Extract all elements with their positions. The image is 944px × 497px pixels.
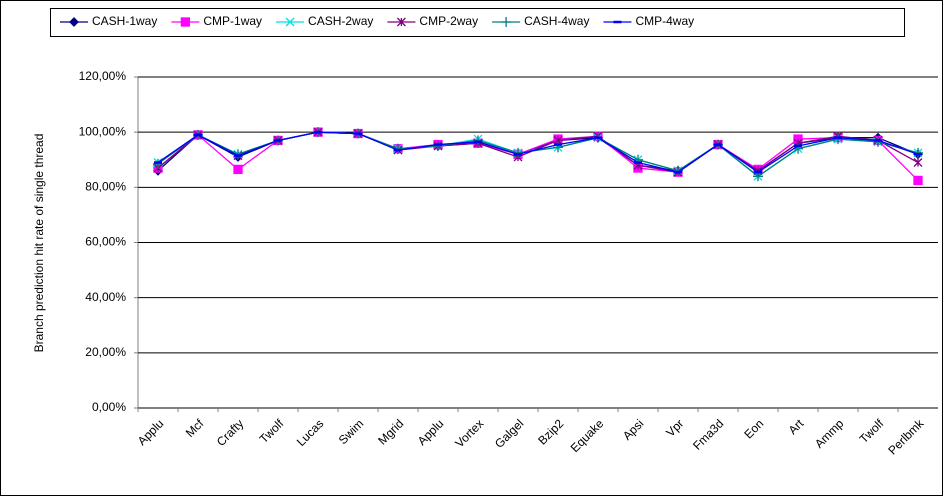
marker [180, 17, 191, 27]
marker [153, 158, 163, 169]
legend-label: CMP-1way [203, 14, 262, 28]
legend-label: CASH-2way [308, 14, 373, 28]
marker [285, 17, 295, 27]
legend: CASH-1way CMP-1way CASH-2way CMP-2way CASH-4… [50, 8, 905, 37]
marker [913, 158, 923, 167]
y-tick-label: 40,00% [85, 290, 126, 304]
y-tick-label: 60,00% [85, 235, 126, 249]
y-tick-label: 20,00% [85, 345, 126, 359]
y-tick-label: 120,00% [79, 69, 127, 83]
legend-label: CASH-1way [92, 14, 157, 28]
marker [501, 17, 512, 27]
y-axis-title: Branch prediction hit rate of single thr… [32, 134, 46, 353]
series [154, 130, 922, 174]
legend-label: CMP-2way [419, 14, 478, 28]
series-line [157, 131, 919, 173]
marker [396, 17, 406, 27]
marker [913, 175, 923, 186]
marker [833, 134, 843, 145]
y-tick-label: 0,00% [92, 400, 126, 414]
legend-label: CMP-4way [635, 14, 694, 28]
marker [69, 17, 79, 27]
marker [473, 135, 483, 146]
marker [233, 164, 243, 175]
y-tick-label: 100,00% [79, 124, 127, 138]
legend-label: CASH-4way [524, 14, 589, 28]
marker [433, 140, 443, 151]
y-tick-label: 80,00% [85, 180, 126, 194]
